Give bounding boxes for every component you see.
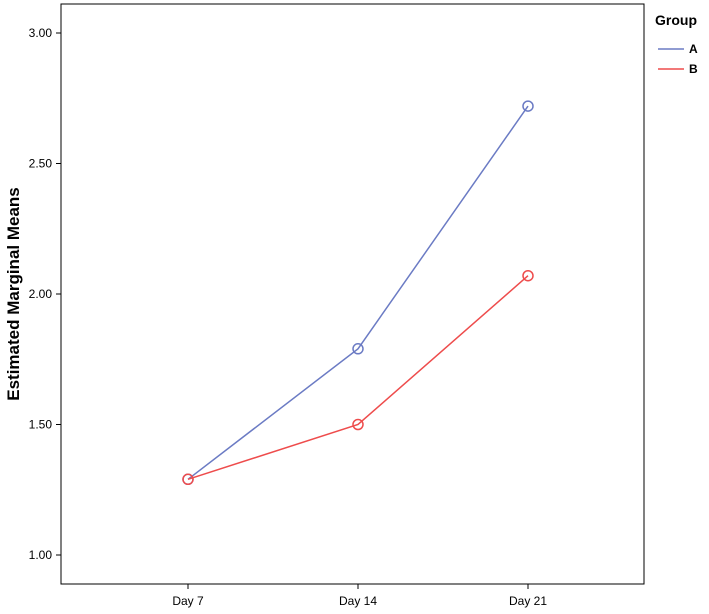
plot-frame: [60, 3, 645, 585]
x-axis: Day 7 Day 14 Day 21: [172, 584, 547, 608]
y-tick-label: 1.00: [29, 548, 53, 562]
y-tick-label: 1.50: [29, 418, 53, 432]
legend-title: Group: [655, 12, 697, 28]
legend-label-b: B: [689, 62, 698, 76]
legend: Group AB: [655, 12, 698, 76]
y-tick-label: 2.00: [29, 287, 53, 301]
legend-label-a: A: [689, 42, 698, 56]
y-axis-title: Estimated Marginal Means: [4, 187, 23, 401]
x-tick-label: Day 21: [509, 594, 547, 608]
y-axis: 1.00 1.50 2.00 2.50 3.00: [29, 26, 61, 562]
series-line-b: [187, 275, 529, 481]
series-point-b: [522, 269, 534, 282]
series-point-a: [522, 100, 534, 112]
x-tick-label: Day 7: [172, 594, 204, 608]
y-tick-label: 2.50: [29, 157, 53, 171]
series-point-a: [352, 343, 364, 355]
x-tick-label: Day 14: [339, 594, 377, 608]
y-tick-label: 3.00: [29, 26, 53, 40]
series-point-b: [352, 418, 364, 431]
series-group: [182, 100, 534, 486]
series-point-b: [182, 473, 194, 486]
series-line-a: [187, 105, 529, 480]
